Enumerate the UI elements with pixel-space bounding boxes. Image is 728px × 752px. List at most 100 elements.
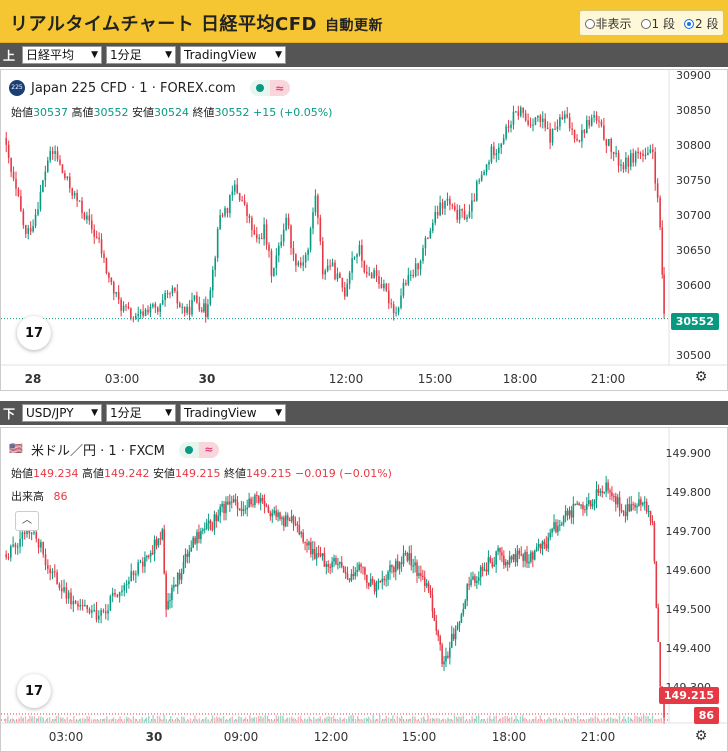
panel1-chart-canvas[interactable]: 3090030850308003075030700306503060030550… (1, 70, 728, 391)
volume-bar (383, 719, 385, 723)
tradingview-logo-icon[interactable]: 17 (17, 316, 51, 350)
candle-body (59, 159, 61, 165)
candle-body (23, 532, 26, 535)
volume-bar (328, 716, 330, 723)
volume-bar (9, 720, 11, 723)
candle-body (515, 111, 517, 113)
candle-body (232, 499, 235, 502)
panel2-settings-gear-icon[interactable]: ⚙ (694, 728, 708, 744)
candle-body (290, 516, 293, 521)
candle-body (130, 308, 132, 319)
radio-icon[interactable] (584, 18, 595, 29)
panel1-symbol-select[interactable]: 日経平均 ▼ (22, 46, 102, 64)
volume-bar (508, 717, 511, 723)
panel1-provider-select[interactable]: TradingView ▼ (180, 46, 286, 64)
candle-body (72, 601, 75, 605)
candle-body (203, 528, 206, 530)
candle-body (74, 601, 77, 604)
panel2-chart[interactable]: 149.900 149.800 149.700 149.600 149.500 149.4… (0, 427, 728, 752)
candle-body (541, 118, 544, 123)
candle-body (339, 562, 341, 564)
candle-body (244, 509, 247, 511)
volume-bar (264, 715, 266, 723)
tradingview-logo-icon[interactable]: 17 (17, 674, 51, 708)
panel1-symbol-name[interactable]: Japan 225 CFD · 1 · FOREX.com (31, 80, 236, 96)
candle-body (476, 580, 478, 583)
candle-body (346, 283, 349, 297)
candle-body (110, 277, 113, 283)
radio-icon[interactable] (684, 18, 694, 29)
candle-body (647, 510, 650, 512)
panel-top-icon: 上 (2, 48, 15, 63)
candle-body (339, 273, 341, 279)
candle-body (53, 571, 56, 573)
x-tick-label: 18:00 (503, 372, 538, 386)
volume-bar (434, 718, 436, 723)
volume-bar (447, 717, 449, 723)
panel1-interval-select[interactable]: 1分足 ▼ (106, 46, 176, 64)
candle-body (103, 253, 105, 259)
volume-bar (610, 717, 612, 723)
volume-bar (502, 716, 504, 723)
candle-body (95, 610, 98, 620)
candle-body (417, 263, 419, 270)
candle-body (12, 544, 14, 547)
volume-bar (159, 716, 161, 723)
candle-body (387, 571, 389, 580)
candle-body (367, 582, 370, 587)
panel1-chart[interactable]: 3090030850308003075030700306503060030550… (0, 69, 728, 391)
collapse-legend-button[interactable]: ︿ (15, 511, 39, 531)
panel1-status-pill[interactable]: ≈ (249, 80, 290, 96)
candle-body (612, 151, 615, 155)
volume-bar (218, 716, 220, 723)
candle-body (198, 531, 200, 540)
candle-body (297, 262, 300, 266)
candle-body (414, 562, 416, 566)
volume-bar (46, 718, 49, 723)
mode-double-option[interactable]: 2 段 (684, 15, 718, 32)
radio-icon[interactable] (640, 18, 651, 29)
panel1-settings-gear-icon[interactable]: ⚙ (694, 369, 708, 385)
volume-bar (324, 717, 326, 723)
candle-body (98, 237, 100, 240)
candle-body (164, 293, 166, 300)
candle-body (409, 274, 412, 276)
volume-bar (299, 715, 302, 723)
chevron-down-icon: ▼ (91, 408, 98, 418)
candle-body (236, 184, 239, 194)
candle-body (454, 629, 457, 640)
mode-hide-option[interactable]: 非表示 (584, 15, 632, 32)
candle-body (458, 622, 461, 626)
candle-body (174, 584, 177, 587)
candle-body (362, 566, 364, 568)
panel2-status-pill[interactable]: ≈ (178, 441, 219, 458)
volume-bar (401, 715, 403, 723)
volume-bar (24, 716, 27, 723)
candle-body (257, 496, 260, 503)
panel2-symbol-name[interactable]: 米ドル／円 · 1 · FXCM (31, 444, 165, 459)
volume-bar (548, 717, 550, 723)
candle-body (331, 262, 334, 267)
candle-body (207, 520, 210, 524)
page-title: リアルタイムチャート 日経平均CFD 自動更新 (10, 14, 383, 35)
candle-body (84, 604, 86, 607)
panel2-interval-select[interactable]: 1分足 ▼ (106, 404, 176, 422)
candle-body (447, 655, 449, 658)
panel2-symbol-select[interactable]: USD/JPY ▼ (22, 404, 102, 422)
candle-body (400, 295, 402, 308)
volume-bar (357, 716, 359, 723)
candle-body (223, 503, 225, 514)
candle-body (643, 501, 646, 503)
candle-body (33, 532, 35, 534)
candle-body (460, 614, 463, 623)
mode-single-option[interactable]: 1 段 (640, 15, 675, 32)
candle-body (436, 211, 439, 216)
volume-bar (51, 720, 53, 723)
candle-body (340, 562, 343, 567)
volume-bar (291, 716, 293, 723)
candle-body (452, 633, 455, 640)
candle-body (499, 547, 501, 553)
panel2-provider-select[interactable]: TradingView ▼ (180, 404, 286, 422)
volume-bar (18, 718, 20, 723)
candle-body (127, 306, 130, 309)
